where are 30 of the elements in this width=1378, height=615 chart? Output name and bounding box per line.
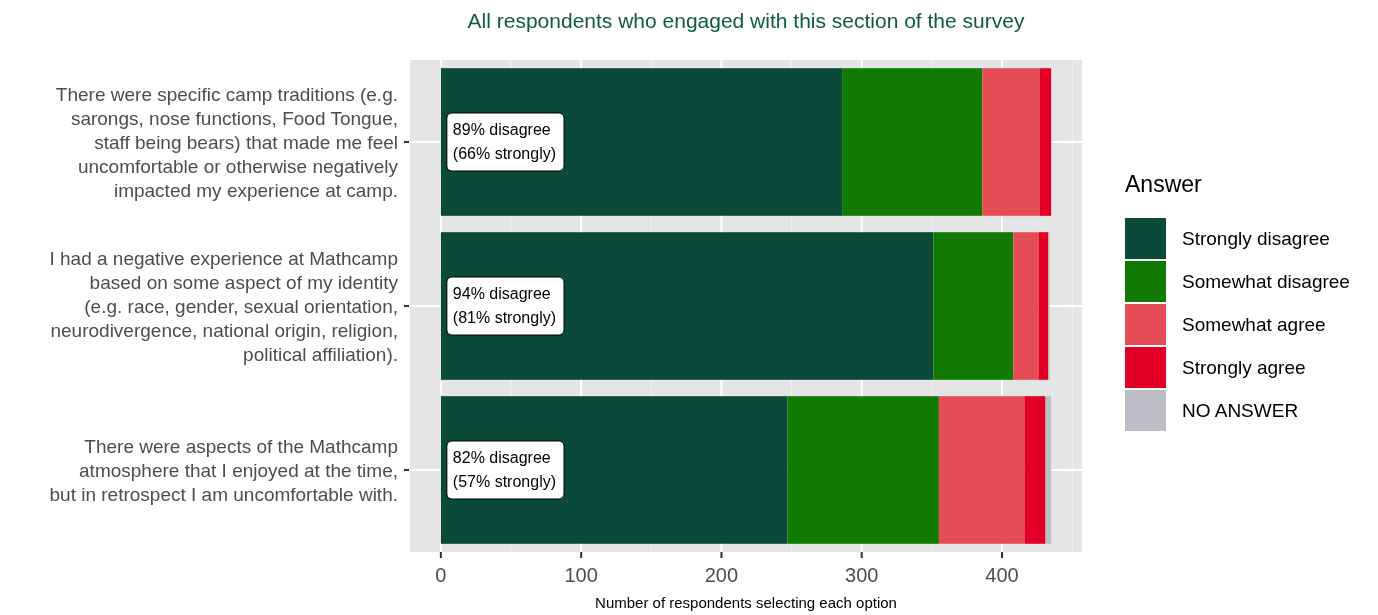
legend-label: Somewhat agree <box>1182 314 1326 335</box>
legend-label: Somewhat disagree <box>1182 271 1350 292</box>
x-tick-label: 200 <box>704 564 739 586</box>
annotation: 82% disagree (57% strongly) <box>452 449 557 490</box>
legend-label: Strongly disagree <box>1182 228 1330 249</box>
chart-title: All respondents who engaged with this section of the survey <box>467 9 1025 32</box>
bar <box>1013 232 1039 380</box>
bar <box>982 68 1040 216</box>
x-tick-label: 300 <box>845 564 879 586</box>
annotation: 94% disagree (81% strongly) <box>452 285 557 326</box>
y-tick-label: There were specific camp traditions (e.g. sarongs, nose functions, Food Tongue, staff being bears) that made me feel uncomfortable or otherwise negatively impacted my experience at camp. <box>55 84 399 201</box>
bar <box>1039 68 1052 216</box>
legend-label: NO ANSWER <box>1182 400 1299 421</box>
annotation: 89% disagree (66% strongly) <box>452 121 557 162</box>
bar <box>938 396 1025 544</box>
bar <box>933 232 1014 380</box>
y-tick-label: There were aspects of the Mathcamp atmosphere that I enjoyed at the time, but in retrospect I am uncomfortable with. <box>49 436 398 505</box>
y-tick-label: I had a negative experience at Mathcamp based on some aspect of my identity (e.g. race, gender, sexual orientation, neurodivergence, national origin, religion, political affiliation). <box>49 248 399 365</box>
x-tick-label: 0 <box>435 564 447 586</box>
bar <box>1038 232 1049 380</box>
legend-label: Strongly agree <box>1182 357 1306 378</box>
x-axis-title: Number of respondents selecting each option <box>595 594 897 611</box>
bar <box>842 68 983 216</box>
bar <box>440 68 843 216</box>
x-tick-label: 400 <box>985 564 1019 586</box>
x-tick-label: 100 <box>564 564 598 586</box>
bar <box>1024 396 1046 544</box>
legend-title: Answer <box>1125 171 1203 197</box>
bar <box>787 396 939 544</box>
bar <box>440 232 934 380</box>
